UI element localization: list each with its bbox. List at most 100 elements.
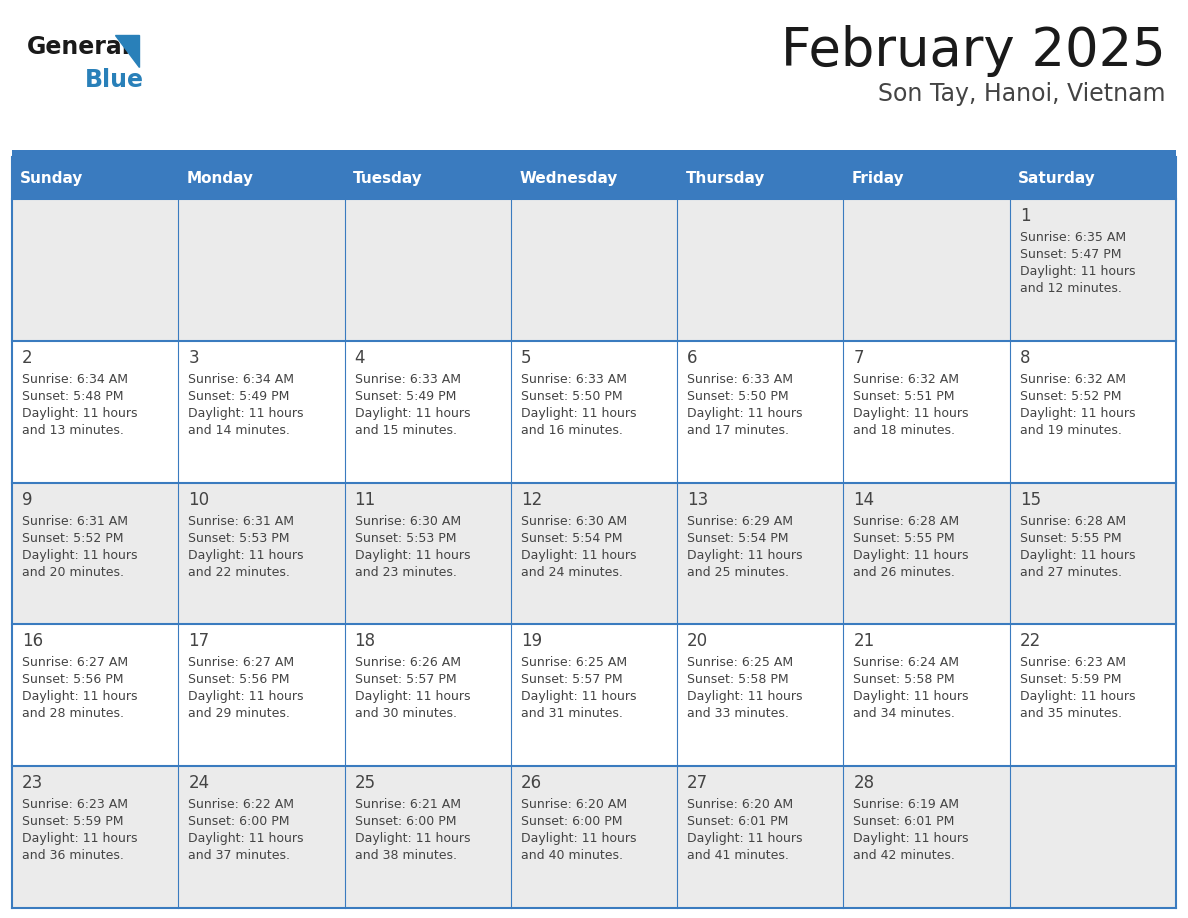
Text: and 36 minutes.: and 36 minutes. [23,849,124,862]
Text: Sunrise: 6:30 AM: Sunrise: 6:30 AM [354,515,461,528]
Text: and 42 minutes.: and 42 minutes. [853,849,955,862]
Text: Sunset: 5:55 PM: Sunset: 5:55 PM [853,532,955,544]
Text: Sunrise: 6:33 AM: Sunrise: 6:33 AM [687,373,794,386]
Text: Sunrise: 6:25 AM: Sunrise: 6:25 AM [687,656,794,669]
Text: Daylight: 11 hours: Daylight: 11 hours [354,690,470,703]
Bar [12,157,1176,199]
Text: Saturday: Saturday [1018,171,1095,185]
Text: Wednesday: Wednesday [519,171,618,185]
Text: Daylight: 11 hours: Daylight: 11 hours [687,549,803,562]
Text: Daylight: 11 hours: Daylight: 11 hours [853,549,969,562]
Text: and 24 minutes.: and 24 minutes. [520,565,623,578]
Text: and 33 minutes.: and 33 minutes. [687,708,789,721]
Text: Sunrise: 6:35 AM: Sunrise: 6:35 AM [1019,231,1126,244]
Text: 6: 6 [687,349,697,367]
Text: Daylight: 11 hours: Daylight: 11 hours [23,690,138,703]
Text: and 27 minutes.: and 27 minutes. [1019,565,1121,578]
Text: Sunrise: 6:25 AM: Sunrise: 6:25 AM [520,656,627,669]
Text: 21: 21 [853,633,874,650]
Text: and 23 minutes.: and 23 minutes. [354,565,456,578]
Text: 24: 24 [188,774,209,792]
Text: 3: 3 [188,349,198,367]
Text: Sunrise: 6:27 AM: Sunrise: 6:27 AM [23,656,128,669]
Text: Sunrise: 6:33 AM: Sunrise: 6:33 AM [354,373,461,386]
Text: and 25 minutes.: and 25 minutes. [687,565,789,578]
Text: Sunset: 5:51 PM: Sunset: 5:51 PM [853,390,955,403]
Text: Sunset: 5:50 PM: Sunset: 5:50 PM [520,390,623,403]
Text: Daylight: 11 hours: Daylight: 11 hours [1019,265,1136,278]
Text: and 40 minutes.: and 40 minutes. [520,849,623,862]
Text: Sunset: 5:53 PM: Sunset: 5:53 PM [188,532,290,544]
Text: 23: 23 [23,774,43,792]
Bar [12,199,1176,341]
Text: Sunset: 5:58 PM: Sunset: 5:58 PM [687,674,789,687]
Text: 27: 27 [687,774,708,792]
Text: Sunset: 5:53 PM: Sunset: 5:53 PM [354,532,456,544]
Text: Sunset: 5:59 PM: Sunset: 5:59 PM [1019,674,1121,687]
Polygon shape [115,35,139,67]
Text: 5: 5 [520,349,531,367]
Text: Daylight: 11 hours: Daylight: 11 hours [23,833,138,845]
Text: Daylight: 11 hours: Daylight: 11 hours [1019,549,1136,562]
Text: Sunset: 6:00 PM: Sunset: 6:00 PM [188,815,290,828]
Text: Sunrise: 6:23 AM: Sunrise: 6:23 AM [23,798,128,812]
Text: and 15 minutes.: and 15 minutes. [354,424,456,437]
Text: and 34 minutes.: and 34 minutes. [853,708,955,721]
Text: Sunset: 5:49 PM: Sunset: 5:49 PM [188,390,290,403]
Text: Daylight: 11 hours: Daylight: 11 hours [520,690,637,703]
Text: Daylight: 11 hours: Daylight: 11 hours [188,690,304,703]
Text: and 28 minutes.: and 28 minutes. [23,708,124,721]
Text: 13: 13 [687,490,708,509]
Text: Daylight: 11 hours: Daylight: 11 hours [23,549,138,562]
Text: 19: 19 [520,633,542,650]
Text: Sunset: 5:52 PM: Sunset: 5:52 PM [23,532,124,544]
Text: Sunset: 5:56 PM: Sunset: 5:56 PM [23,674,124,687]
Text: and 31 minutes.: and 31 minutes. [520,708,623,721]
Text: Sunrise: 6:27 AM: Sunrise: 6:27 AM [188,656,295,669]
Text: Sunset: 5:52 PM: Sunset: 5:52 PM [1019,390,1121,403]
Text: 9: 9 [23,490,32,509]
Text: Sunset: 5:58 PM: Sunset: 5:58 PM [853,674,955,687]
Text: and 29 minutes.: and 29 minutes. [188,708,290,721]
Text: 28: 28 [853,774,874,792]
Text: Daylight: 11 hours: Daylight: 11 hours [188,407,304,420]
Text: Sunrise: 6:20 AM: Sunrise: 6:20 AM [520,798,627,812]
Text: Sunset: 5:59 PM: Sunset: 5:59 PM [23,815,124,828]
Text: Sunset: 5:49 PM: Sunset: 5:49 PM [354,390,456,403]
Text: and 35 minutes.: and 35 minutes. [1019,708,1121,721]
Text: 26: 26 [520,774,542,792]
Text: Sunday: Sunday [20,171,83,185]
Text: Sunrise: 6:19 AM: Sunrise: 6:19 AM [853,798,960,812]
Text: and 22 minutes.: and 22 minutes. [188,565,290,578]
Text: and 18 minutes.: and 18 minutes. [853,424,955,437]
Text: Sunrise: 6:26 AM: Sunrise: 6:26 AM [354,656,461,669]
Text: and 16 minutes.: and 16 minutes. [520,424,623,437]
Text: and 37 minutes.: and 37 minutes. [188,849,290,862]
Text: Sunset: 5:57 PM: Sunset: 5:57 PM [520,674,623,687]
Text: Daylight: 11 hours: Daylight: 11 hours [687,833,803,845]
Text: 22: 22 [1019,633,1041,650]
Text: 25: 25 [354,774,375,792]
Text: Sunrise: 6:28 AM: Sunrise: 6:28 AM [1019,515,1126,528]
Text: 1: 1 [1019,207,1030,225]
Text: Blue: Blue [86,68,144,92]
Text: Sunrise: 6:20 AM: Sunrise: 6:20 AM [687,798,794,812]
Text: Daylight: 11 hours: Daylight: 11 hours [188,549,304,562]
Text: Sunrise: 6:34 AM: Sunrise: 6:34 AM [23,373,128,386]
Text: 8: 8 [1019,349,1030,367]
Text: Sunset: 6:01 PM: Sunset: 6:01 PM [687,815,789,828]
Text: Daylight: 11 hours: Daylight: 11 hours [520,833,637,845]
Text: Daylight: 11 hours: Daylight: 11 hours [520,407,637,420]
Text: 20: 20 [687,633,708,650]
Text: 15: 15 [1019,490,1041,509]
Text: Tuesday: Tuesday [353,171,423,185]
Text: and 12 minutes.: and 12 minutes. [1019,282,1121,295]
Text: and 30 minutes.: and 30 minutes. [354,708,456,721]
Text: 12: 12 [520,490,542,509]
Text: Sunset: 5:54 PM: Sunset: 5:54 PM [520,532,623,544]
Text: Daylight: 11 hours: Daylight: 11 hours [687,407,803,420]
Text: and 41 minutes.: and 41 minutes. [687,849,789,862]
Bar [12,624,1176,767]
Text: Sunrise: 6:28 AM: Sunrise: 6:28 AM [853,515,960,528]
Text: Thursday: Thursday [685,171,765,185]
